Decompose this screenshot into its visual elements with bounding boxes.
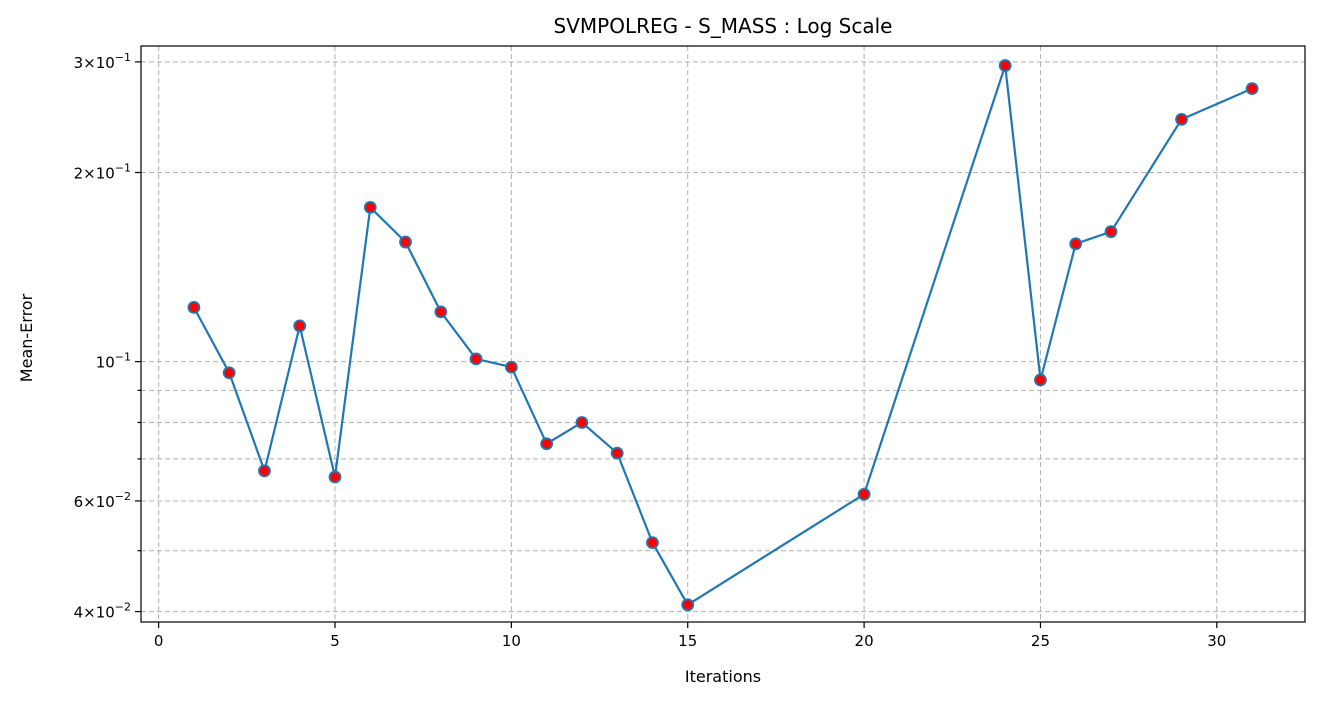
x-tick-label: 5: [330, 632, 340, 650]
data-point: [1069, 237, 1083, 251]
data-point: [1175, 112, 1188, 126]
data-point: [1034, 373, 1047, 387]
data-point: [1245, 82, 1259, 96]
x-tick-label: 20: [855, 632, 874, 650]
markers: [187, 59, 1259, 612]
data-point: [610, 446, 624, 460]
x-tick-label: 10: [502, 632, 521, 650]
x-tick-label: 25: [1031, 632, 1050, 650]
series-line: [192, 65, 1253, 607]
data-point: [681, 598, 695, 612]
data-point: [998, 59, 1012, 72]
y-tick-label: 10−1: [96, 351, 131, 372]
y-tick-label: 2×10−1: [74, 162, 131, 183]
y-axis-ticks: 4×10−2 6×10−2 10−1 2×10−1 3×10−1: [74, 51, 141, 622]
data-point: [646, 536, 659, 550]
chart-title: SVMPOLREG - S_MASS : Log Scale: [554, 14, 893, 38]
data-point: [857, 487, 871, 501]
grid: [141, 46, 1305, 622]
data-point: [187, 300, 201, 314]
x-axis-label: Iterations: [685, 667, 761, 686]
data-point: [399, 235, 412, 249]
x-tick-label: 15: [678, 632, 697, 650]
data-point: [469, 352, 483, 366]
series-line-group: [192, 65, 1253, 607]
data-point: [504, 360, 518, 374]
y-tick-label: 6×10−2: [74, 490, 131, 511]
x-tick-label: 0: [154, 632, 164, 650]
data-point: [222, 366, 236, 380]
x-tick-label: 30: [1207, 632, 1226, 650]
data-point: [540, 437, 554, 451]
data-point: [575, 416, 589, 429]
x-axis-ticks: 0 5 10 15 20 25 30: [154, 622, 1226, 650]
data-point: [293, 319, 307, 333]
data-point: [363, 200, 377, 214]
y-tick-label: 3×10−1: [74, 51, 131, 72]
data-point: [258, 464, 271, 478]
y-tick-label: 4×10−2: [74, 601, 131, 622]
data-point: [434, 305, 448, 319]
plot-frame: [140, 45, 1306, 623]
data-point: [1104, 225, 1118, 239]
y-axis-label: Mean-Error: [17, 293, 36, 382]
data-point: [328, 470, 342, 484]
